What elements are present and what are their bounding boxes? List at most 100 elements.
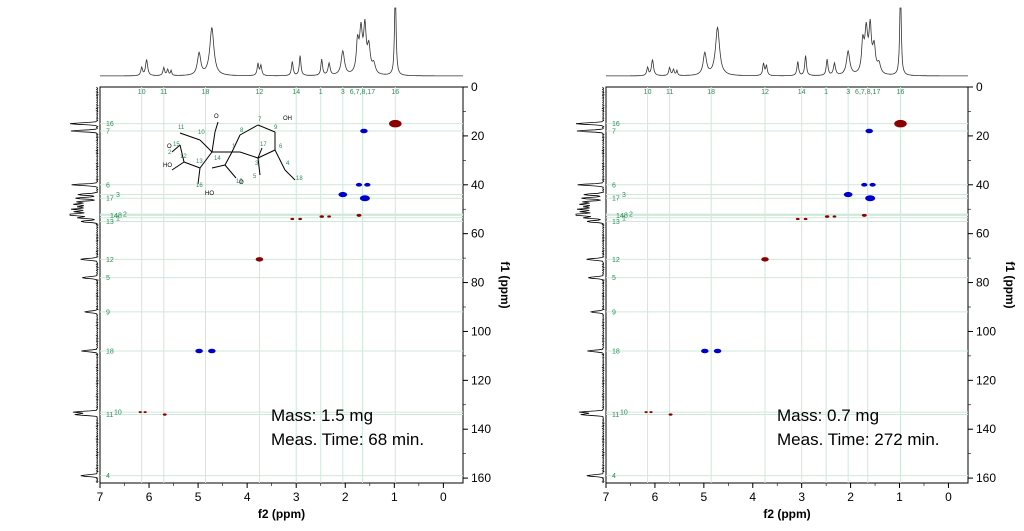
molecule-bond — [224, 151, 233, 166]
left-peak-label: 18 — [612, 349, 620, 356]
cross-peak-positive — [824, 215, 830, 218]
molecule-atom-label: 6 — [279, 144, 283, 150]
molecule-bond — [257, 124, 276, 133]
molecule-bond — [199, 151, 213, 169]
left-peak-label: 1 — [622, 215, 626, 222]
y-tick-label: 20 — [471, 129, 485, 143]
y-tick-label: 40 — [471, 178, 485, 192]
cross-peak-positive — [138, 411, 142, 414]
x-tick-label: 3 — [798, 490, 805, 504]
cross-peak-positive — [644, 411, 648, 414]
y-tick-label: 100 — [976, 324, 996, 338]
cross-peak-positive — [861, 213, 867, 217]
left-peak-label: 14 — [110, 213, 118, 220]
left-peak-label: 2 — [123, 212, 127, 219]
cross-peak-negative — [713, 348, 722, 354]
molecule-atom-label: 2 — [168, 150, 172, 156]
y-tick-label: 140 — [976, 422, 996, 436]
molecule-bond — [171, 144, 181, 153]
left-peak-label: 17 — [612, 196, 620, 203]
molecule-bond — [179, 144, 185, 163]
left-peak-label: 18 — [106, 349, 114, 356]
x-tick-label: 2 — [342, 490, 349, 504]
annotation-text: Meas. Time: 272 min. — [777, 430, 940, 449]
x-tick-label: 0 — [945, 490, 952, 504]
left-peak-label: 4 — [612, 473, 616, 480]
left-peak-label: 11 — [612, 412, 619, 419]
left-peak-label: 16 — [106, 121, 114, 128]
plot-frame — [605, 86, 969, 484]
molecule-atom-label: 11 — [178, 125, 185, 131]
molecule-atom-label: 3 — [255, 161, 259, 167]
molecule-bond — [284, 169, 296, 181]
cross-peak-positive — [894, 119, 907, 128]
molecule-atom-label: 16 — [196, 183, 203, 189]
left-peak-label: 6 — [106, 182, 110, 189]
molecule-bond — [231, 134, 241, 153]
molecule-bond — [239, 151, 259, 159]
x-tick-label: 6 — [652, 490, 659, 504]
molecule-bond — [257, 147, 263, 159]
molecule-atom-label: 8 — [240, 128, 244, 134]
molecule-bond — [179, 132, 201, 141]
x-tick-label: 5 — [195, 490, 202, 504]
y-tick-label: 120 — [976, 373, 996, 387]
top-peak-label: 12 — [761, 89, 769, 96]
x-tick-label: 7 — [97, 490, 104, 504]
left-peak-label: 12 — [106, 257, 114, 264]
cross-peak-negative — [355, 182, 363, 187]
y-tick-label: 120 — [471, 373, 491, 387]
left-peak-label: 7 — [612, 129, 616, 136]
top-peak-label: 1 — [824, 89, 828, 96]
top-peak-label: 3 — [341, 89, 345, 96]
cross-peak-negative — [865, 195, 876, 202]
molecule-atom-label: O — [239, 180, 244, 186]
molecule-atom-label: 19 — [236, 179, 243, 185]
left-peak-label: 13 — [106, 219, 114, 226]
left-peak-label: 8 — [624, 212, 628, 219]
left-peak-label: 5 — [106, 275, 110, 282]
molecule-bond — [199, 139, 213, 153]
x-tick-label: 3 — [293, 490, 300, 504]
molecule-atom-label: 15 — [173, 142, 180, 148]
top-peak-label: 18 — [202, 89, 210, 96]
cross-peak-negative — [701, 348, 709, 354]
proton-projection-spectrum — [100, 7, 463, 77]
molecule-atom-label: OH — [283, 116, 292, 122]
cross-peak-positive — [761, 257, 769, 262]
cross-peak-negative — [208, 348, 216, 354]
cross-peak-positive — [668, 413, 673, 416]
x-tick-label: 1 — [896, 490, 903, 504]
molecule-atom-label: 13 — [196, 159, 203, 165]
top-peak-label: 10 — [644, 89, 652, 96]
cross-peak-positive — [319, 215, 324, 218]
cross-peak-negative — [843, 191, 853, 198]
top-peak-label: 12 — [256, 89, 264, 96]
molecule-atom-label: 5 — [253, 174, 257, 180]
x-tick-label: 2 — [847, 490, 854, 504]
molecule-atom-label: O — [167, 144, 172, 150]
molecule-atom-label: 17 — [260, 142, 267, 148]
molecule-atom-label: 14 — [214, 156, 221, 162]
y-tick-label: 160 — [976, 471, 996, 485]
x-tick-label: 0 — [440, 490, 447, 504]
y-axis-label: f1 (ppm) — [1003, 261, 1017, 308]
x-axis-label: f2 (ppm) — [258, 507, 305, 521]
y-tick-label: 100 — [471, 324, 491, 338]
y-tick-label: 60 — [471, 227, 485, 241]
molecule-atom-label: HO — [205, 191, 214, 197]
x-axis-label: f2 (ppm) — [763, 507, 810, 521]
y-tick-label: 160 — [471, 471, 491, 485]
cross-peak-positive — [143, 411, 147, 414]
left-peak-label: 12 — [612, 257, 620, 264]
annotation-text: Mass: 1.5 mg — [271, 406, 373, 425]
y-tick-label: 0 — [471, 80, 478, 94]
plot-frame — [99, 86, 464, 484]
top-peak-label: 18 — [707, 89, 715, 96]
x-tick-label: 5 — [700, 490, 707, 504]
molecule-atom-label: 4 — [286, 161, 290, 167]
